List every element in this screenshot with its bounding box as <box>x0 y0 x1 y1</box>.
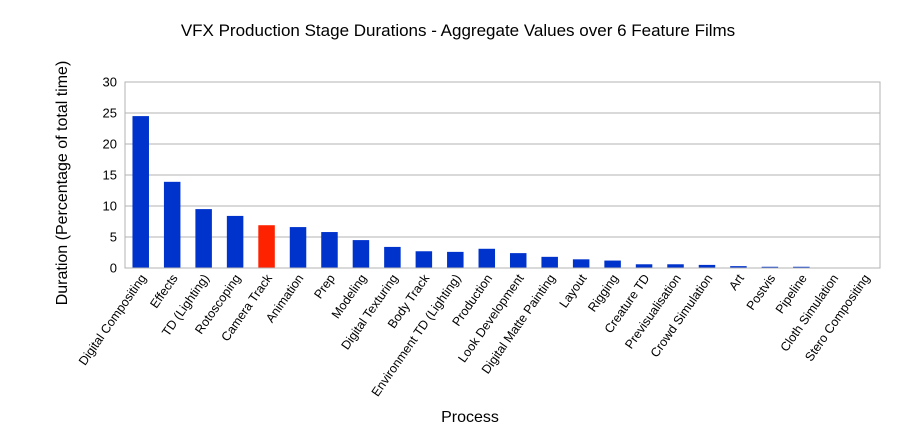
bar <box>793 266 810 268</box>
x-category-label: Prep <box>311 272 338 302</box>
bar <box>572 259 590 268</box>
y-axis-ticks: 0 5 10 15 20 25 30 <box>103 75 117 276</box>
bar <box>509 253 527 268</box>
y-tick-label: 10 <box>103 199 117 214</box>
x-category-label: Digital Compositing <box>76 272 149 368</box>
y-axis-title: Duration (Percentage of total time) <box>54 61 71 306</box>
plot-area-frame <box>124 81 881 269</box>
bar <box>258 225 275 268</box>
bar <box>698 264 716 268</box>
y-tick-label: 30 <box>103 75 117 90</box>
x-category-label: Layout <box>557 271 590 310</box>
y-tick-label: 15 <box>103 168 117 183</box>
bar <box>132 116 149 268</box>
chart-title: VFX Production Stage Durations - Aggrega… <box>181 21 735 40</box>
x-category-label: Effects <box>147 272 180 311</box>
bar <box>226 215 244 268</box>
y-tick-label: 5 <box>110 230 117 245</box>
y-tick-label: 25 <box>103 106 117 121</box>
bar <box>289 227 307 268</box>
bar <box>478 248 496 268</box>
x-axis-title: Process <box>441 409 499 426</box>
bar <box>447 251 464 268</box>
x-category-label: Art <box>726 271 747 293</box>
bar <box>352 240 370 268</box>
bar <box>163 181 181 268</box>
bar <box>195 209 212 268</box>
bar <box>321 232 338 268</box>
bar <box>730 266 747 268</box>
y-tick-label: 20 <box>103 137 117 152</box>
bar <box>761 266 779 268</box>
bars <box>132 116 810 268</box>
bar <box>384 246 401 268</box>
y-tick-label: 0 <box>110 261 117 276</box>
bar <box>541 256 558 268</box>
bar <box>415 251 433 268</box>
bar <box>667 264 684 268</box>
bar <box>604 260 621 268</box>
bar <box>635 264 653 268</box>
